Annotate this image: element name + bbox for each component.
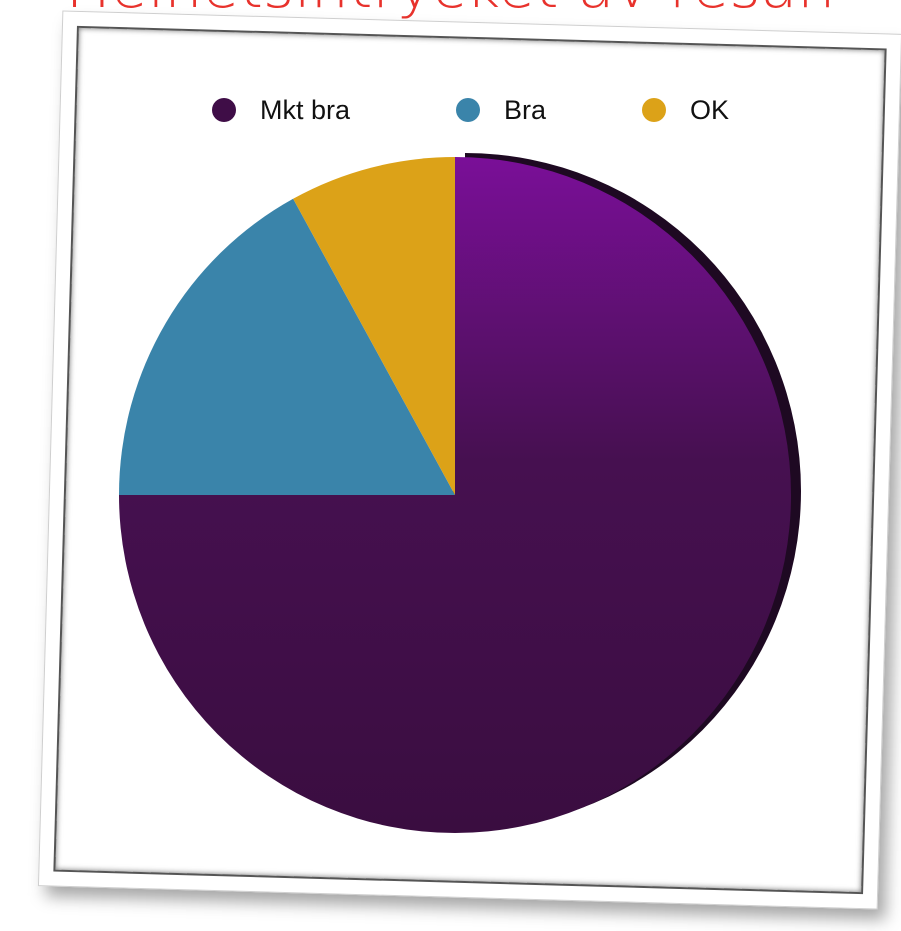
pie-slice-ok [293,157,455,495]
legend-label: OK [690,95,729,125]
legend-marker [456,98,480,122]
legend-label: Bra [504,95,547,125]
legend-marker [212,98,236,122]
legend-marker [642,98,666,122]
pie-slices [119,153,801,833]
pie-slice-bra [119,198,455,495]
legend-label: Mkt bra [260,95,351,125]
chart-legend: Mkt bra Bra OK [212,95,729,125]
